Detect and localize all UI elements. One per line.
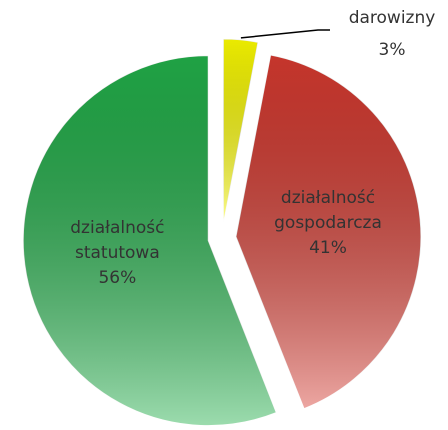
category-label: działalność gospodarcza bbox=[274, 187, 382, 233]
category-label: darowizny bbox=[348, 8, 436, 28]
value-label: 41% bbox=[309, 237, 347, 258]
leader-line bbox=[240, 29, 330, 39]
slice-shade bbox=[235, 54, 421, 409]
value-label: 3% bbox=[378, 40, 406, 60]
slice-shade bbox=[23, 55, 277, 426]
category-label: działalność statutowa bbox=[70, 217, 165, 263]
value-label: 56% bbox=[98, 267, 137, 288]
slice-shade bbox=[223, 39, 258, 225]
